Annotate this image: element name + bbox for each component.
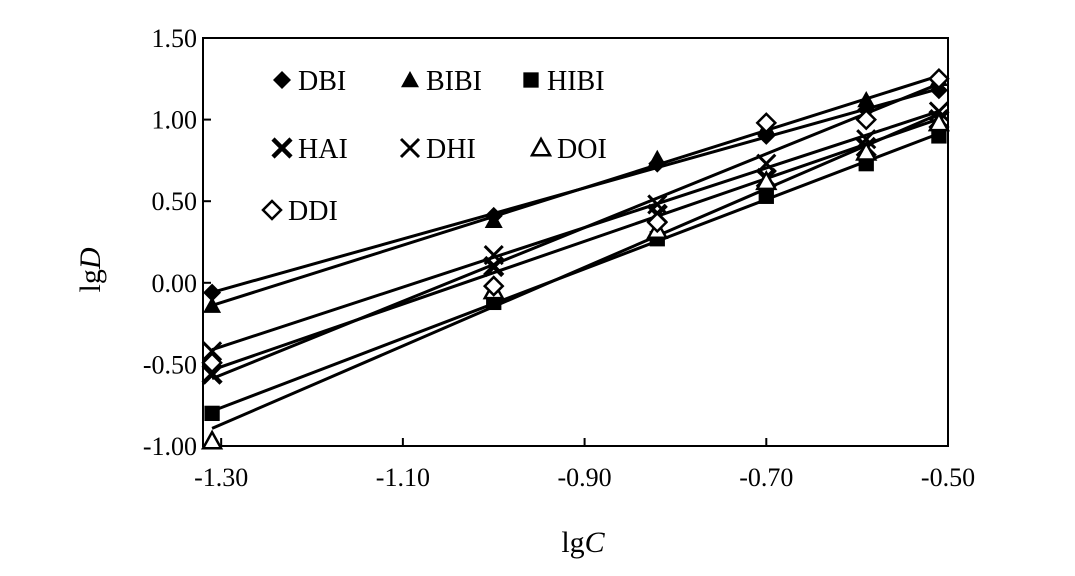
legend-marker-hibi [523, 72, 539, 88]
legend-marker-hai [271, 137, 293, 159]
data-point-ddi [855, 108, 877, 131]
axes: -1.30 -1.10 -0.90 -0.70 -0.50 -1.00 -0.50 0.00 0… [143, 24, 975, 492]
legend-marker-bibi [401, 71, 419, 88]
data-point-bibi [203, 296, 222, 313]
data-point-hai [201, 363, 223, 385]
data-point-doi [755, 170, 778, 191]
legend-item-ddi: DDI [261, 196, 338, 227]
series-line-doi [211, 112, 940, 430]
x-tick-label: -1.10 [376, 463, 430, 492]
data-point-doi [855, 140, 878, 161]
x-tick-label: -0.50 [921, 463, 975, 492]
data-point-ddi [755, 112, 778, 134]
legend-label-bibi: BIBI [426, 66, 482, 97]
data-point-dbi [203, 283, 222, 302]
legend-label-doi: DOI [557, 134, 607, 165]
data-point-dhi [856, 129, 877, 150]
data-point-dhi [647, 194, 668, 215]
data-point-doi [200, 429, 224, 450]
legend-item-hibi: HIBI [523, 66, 605, 97]
legend: DBI BIBI HIBI HAI DHI DOI DDI [261, 66, 607, 227]
legend-item-bibi: BIBI [401, 66, 482, 97]
legend-marker-dhi [399, 137, 421, 159]
legend-label-dbi: DBI [298, 66, 346, 97]
y-tick-label: -0.50 [143, 350, 197, 379]
series-line-bibi [211, 74, 940, 307]
plot-frame [202, 37, 949, 447]
y-tick-label: 1.50 [152, 24, 198, 53]
y-axis-label: lgD [74, 247, 107, 292]
data-point-bibi [484, 211, 503, 228]
data-point-bibi [857, 91, 876, 108]
series-lines [211, 74, 940, 430]
legend-label-hai: HAI [298, 134, 348, 165]
x-tick-label: -0.70 [739, 463, 793, 492]
data-point-ddi [928, 68, 950, 90]
data-point-bibi [648, 149, 667, 166]
legend-label-ddi: DDI [288, 196, 338, 227]
legend-label-dhi: DHI [426, 134, 476, 165]
data-point-dhi [483, 244, 504, 266]
legend-item-dhi: DHI [399, 134, 476, 165]
series-line-ddi [211, 82, 940, 381]
y-tick-label: -1.00 [143, 432, 197, 461]
legend-marker-ddi [261, 199, 283, 221]
data-point-doi [927, 111, 951, 132]
x-tick-label: -0.90 [557, 463, 611, 492]
data-point-ddi [201, 352, 223, 374]
legend-item-hai: HAI [271, 134, 348, 165]
data-point-dhi [756, 153, 777, 174]
data-point-dhi [202, 341, 223, 362]
y-tick-label: 0.50 [152, 187, 198, 216]
x-tick-label: -1.30 [194, 463, 248, 492]
data-point-hibi [204, 405, 220, 422]
legend-item-doi: DOI [529, 134, 607, 165]
data-point-ddi [646, 211, 669, 234]
legend-marker-dbi [273, 71, 291, 89]
y-tick-label: 0.00 [152, 269, 198, 298]
legend-marker-doi [529, 136, 553, 157]
data-point-hibi [931, 128, 947, 144]
series-points [200, 68, 951, 450]
y-tick-label: 1.00 [152, 106, 198, 135]
legend-item-dbi: DBI [273, 66, 346, 97]
data-point-hibi [758, 188, 774, 204]
data-point-ddi [482, 275, 505, 297]
x-axis-label: lgC [561, 526, 605, 559]
legend-label-hibi: HIBI [547, 66, 605, 97]
